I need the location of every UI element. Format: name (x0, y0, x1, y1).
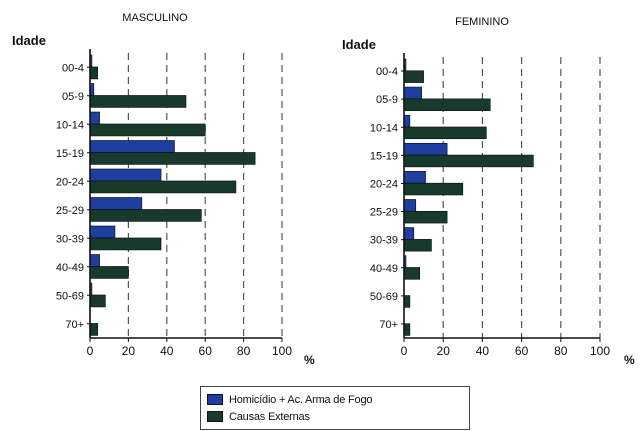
bar-homicidio (403, 227, 415, 240)
chart-title: MASCULINO (122, 12, 188, 24)
x-axis-label: % (304, 353, 315, 367)
bar-causas (89, 266, 129, 279)
category-label: 50-69 (370, 291, 398, 303)
chart-masculino: MASCULINO Idade % 00-4 05-9 10-14 15-19 20-2… (12, 12, 315, 367)
bars (89, 54, 256, 336)
bar-homicidio (403, 199, 417, 212)
bar-homicidio (403, 86, 422, 100)
x-tick-label: 20 (437, 344, 451, 358)
bar-homicidio (403, 171, 426, 184)
grid-lines (442, 57, 601, 338)
bar-homicidio (89, 140, 175, 153)
x-tick-label: 100 (590, 344, 610, 358)
category-label: 25-29 (56, 205, 84, 217)
x-tick-label: 0 (87, 344, 94, 358)
category-label: 20-24 (56, 176, 84, 188)
category-labels: 00-4 05-9 10-14 15-19 20-24 25-29 30-39 40-49 50… (370, 66, 398, 331)
category-label: 05-9 (62, 91, 84, 103)
x-tick-label: 80 (237, 344, 251, 358)
x-tick-label: 40 (160, 344, 174, 358)
category-label: 30-39 (370, 235, 398, 247)
category-labels: 00-4 05-9 10-14 15-19 20-24 25-29 30-39 40-49 50… (56, 62, 84, 331)
bars (403, 58, 534, 336)
x-tick-label: 60 (515, 344, 529, 358)
bar-homicidio (89, 111, 100, 125)
axes (401, 53, 601, 342)
category-label: 40-49 (370, 263, 398, 275)
bar-causas (403, 182, 464, 196)
legend-label: Causas Externas (229, 410, 310, 423)
legend-item-homicidio: Homicídio + Ac. Arma de Fogo (207, 391, 463, 408)
bar-causas (403, 98, 491, 111)
bar-homicidio (403, 142, 448, 156)
bar-causas (403, 210, 448, 224)
x-tick-label: 0 (401, 344, 408, 358)
bar-causas (403, 154, 534, 168)
bar-causas (403, 126, 487, 140)
bar-causas (89, 152, 256, 165)
category-label: 00-4 (62, 62, 84, 74)
category-label: 00-4 (376, 66, 398, 78)
bar-causas (403, 267, 420, 280)
x-tick-label: 60 (199, 344, 213, 358)
bar-causas (89, 123, 206, 137)
bar-causas (403, 239, 432, 252)
chart-feminino: FEMININO Idade % 00-4 05-9 10-14 15-19 20-24… (342, 16, 635, 367)
bar-causas (403, 295, 411, 308)
bar-causas (403, 70, 424, 83)
bar-homicidio (89, 225, 116, 239)
category-label: 10-14 (370, 122, 398, 134)
category-label: 05-9 (376, 94, 398, 106)
bar-causas (403, 323, 411, 336)
category-label: 10-14 (56, 119, 84, 131)
bar-causas (89, 209, 202, 222)
bar-causas (89, 66, 98, 80)
axes (87, 49, 283, 342)
x-tick-label: 100 (272, 344, 292, 358)
x-tick-label: 40 (476, 344, 490, 358)
category-label: 15-19 (370, 150, 398, 162)
legend-label: Homicídio + Ac. Arma de Fogo (229, 393, 373, 406)
bar-causas (89, 180, 237, 194)
legend-swatch-causas-externas (207, 411, 223, 422)
bar-homicidio (89, 168, 162, 182)
legend-swatch-homicidio (207, 394, 223, 405)
x-axis-label: % (624, 353, 635, 367)
y-axis-label: Idade (12, 33, 46, 48)
bar-causas (89, 323, 98, 336)
legend-item-causas-externas: Causas Externas (207, 408, 463, 425)
category-label: 20-24 (370, 178, 398, 190)
bar-causas (89, 237, 162, 251)
x-tick-labels: 0 20 40 60 80 100 (401, 344, 611, 358)
bar-homicidio (89, 197, 143, 210)
category-label: 70+ (379, 319, 398, 331)
category-label: 25-29 (370, 207, 398, 219)
chart-title: FEMININO (455, 16, 509, 28)
y-axis-label: Idade (342, 37, 376, 52)
x-tick-label: 20 (122, 344, 136, 358)
bar-homicidio (89, 254, 100, 267)
category-label: 70+ (65, 319, 84, 331)
category-label: 50-69 (56, 290, 84, 302)
category-label: 15-19 (56, 148, 84, 160)
bar-causas (89, 95, 187, 108)
x-tick-label: 80 (554, 344, 568, 358)
bar-homicidio (403, 114, 411, 128)
x-tick-labels: 0 20 40 60 80 100 (87, 344, 293, 358)
category-label: 40-49 (56, 262, 84, 274)
bar-causas (89, 294, 106, 308)
legend: Homicídio + Ac. Arma de Fogo Causas Exte… (200, 386, 470, 430)
category-label: 30-39 (56, 233, 84, 245)
